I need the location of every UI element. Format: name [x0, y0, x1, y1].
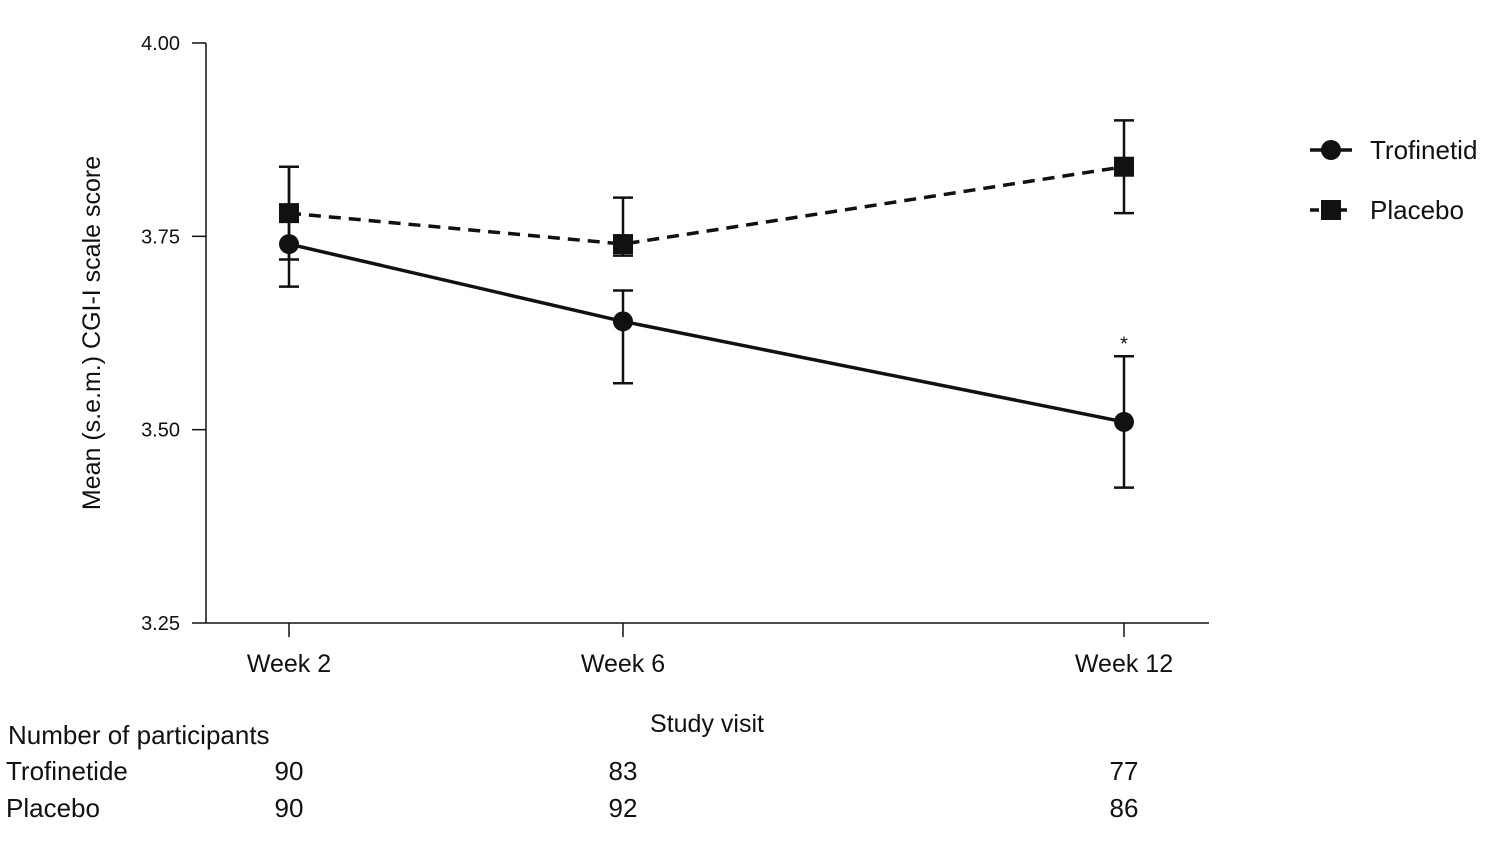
participants-count: 83: [608, 756, 638, 786]
series-layer: [279, 119, 1134, 489]
x-tick-label: Week 6: [581, 650, 665, 678]
y-axis-title: Mean (s.e.m.) CGI-I scale score: [78, 156, 106, 510]
data-point-trofinetid: [279, 234, 299, 255]
participants-count: 90: [274, 793, 304, 823]
y-tick-label: 3.75: [141, 226, 180, 248]
data-point-placebo: [613, 234, 633, 255]
participants-count: 77: [1109, 756, 1139, 786]
data-point-placebo: [1114, 156, 1134, 177]
x-ticks: Week 2 Week 6 Week 12: [247, 623, 1173, 678]
legend-marker-trofinetid: [1321, 140, 1341, 160]
legend-label-placebo: Placebo: [1370, 195, 1464, 225]
x-tick-label: Week 12: [1075, 650, 1173, 678]
y-ticks: 3.25 3.50 3.75 4.00: [141, 33, 206, 635]
legend: Trofinetid Placebo: [1310, 135, 1477, 225]
participants-row-label: Trofinetide: [6, 756, 128, 786]
annotation-layer: *: [1120, 334, 1128, 356]
series-placebo: [279, 119, 1134, 261]
axes: [205, 43, 1209, 624]
series-line-placebo: [288, 165, 1125, 246]
series-line-trofinetid: [288, 242, 1125, 424]
participants-row-label: Placebo: [6, 793, 100, 823]
series-trofinetid: [279, 165, 1134, 489]
legend-item-trofinetid: Trofinetid: [1310, 135, 1477, 165]
y-tick-label: 3.50: [141, 420, 180, 442]
y-tick-label: 4.00: [141, 33, 180, 55]
error-bar-trofinetid: [613, 289, 633, 385]
x-tick-label: Week 2: [247, 650, 331, 678]
participants-count: 90: [274, 756, 304, 786]
data-point-trofinetid: [1114, 411, 1134, 432]
significance-annotation: *: [1120, 334, 1128, 356]
legend-item-placebo: Placebo: [1310, 195, 1464, 225]
legend-marker-placebo: [1321, 200, 1341, 220]
legend-label-trofinetid: Trofinetid: [1370, 135, 1477, 165]
error-bar-trofinetid: [279, 165, 299, 288]
participants-row: Trofinetide 90 83 77: [0, 756, 1494, 792]
participants-count: 86: [1109, 793, 1139, 823]
participants-title: Number of participants: [8, 720, 270, 750]
y-tick-label: 3.25: [141, 613, 180, 635]
data-point-trofinetid: [613, 311, 633, 332]
participants-row: Placebo 90 92 86: [0, 793, 1494, 829]
participants-count: 92: [608, 793, 638, 823]
x-axis-title: Study visit: [650, 710, 764, 738]
